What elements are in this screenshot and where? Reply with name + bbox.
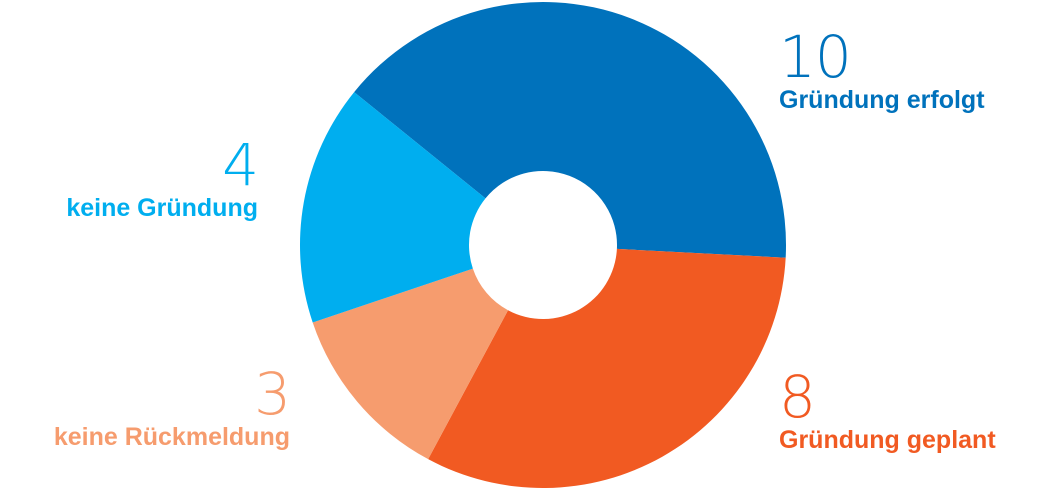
slice-value: 8: [779, 363, 816, 431]
slice-name: keine Rückmeldung: [53, 423, 290, 451]
slice-label-keine-rueckmeldung: 3 keine Rückmeldung: [53, 360, 291, 451]
slice-label-gruendung-geplant: 8 Gründung geplant: [779, 368, 996, 453]
slice-name: Gründung erfolgt: [779, 86, 985, 114]
donut-slice-2: [312, 268, 509, 460]
donut-slice-0: [354, 1, 787, 258]
donut-slice-3: [299, 92, 486, 323]
slice-label-keine-gruendung: 4 keine Gründung: [66, 131, 259, 222]
slice-label-gruendung-erfolgt: 10 Gründung erfolgt: [779, 28, 985, 113]
slice-name: Gründung geplant: [779, 426, 996, 454]
slice-value: 3: [254, 360, 291, 428]
slice-value: 10: [779, 23, 852, 91]
slice-value: 4: [222, 131, 259, 199]
slice-name: keine Gründung: [66, 194, 258, 222]
donut-slice-1: [428, 248, 786, 489]
